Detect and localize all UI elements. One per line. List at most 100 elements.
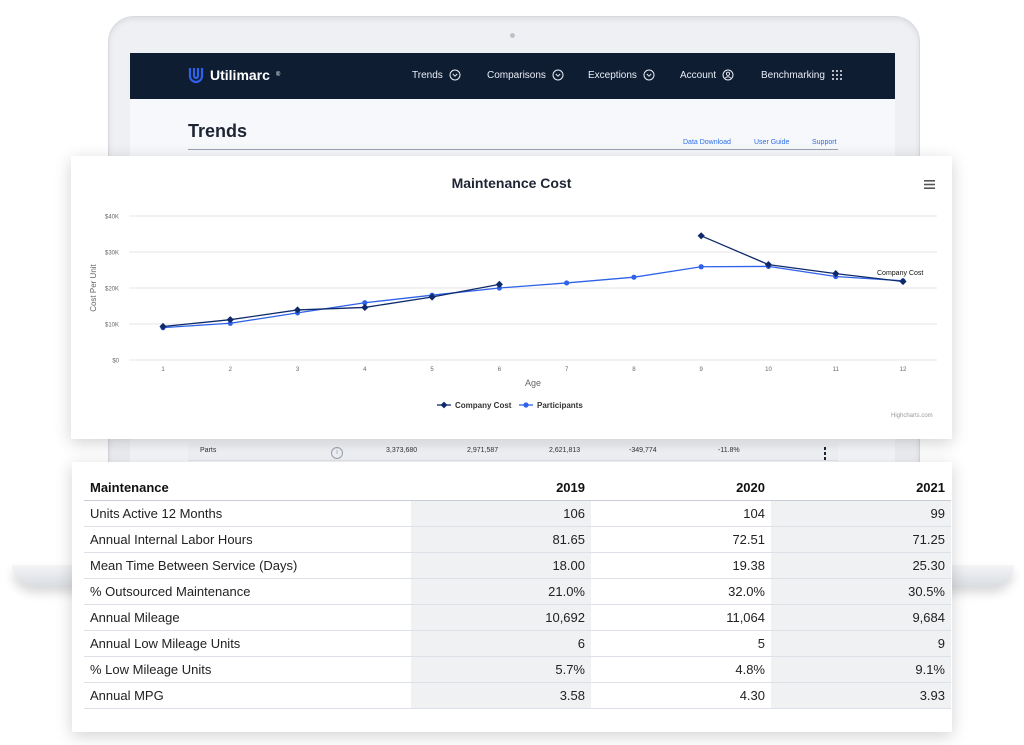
value-cell: 32.0% [591,578,771,605]
data-point [226,316,234,324]
y-tick-label: $20K [105,287,119,293]
value-cell: 3.58 [411,682,591,709]
utilimarc-logo-icon [188,68,204,84]
table-row: % Outsourced Maintenance 21.0% 32.0% 30.5% [84,578,951,605]
nav-benchmarking[interactable]: Benchmarking [761,69,843,81]
nav-benchmarking-label: Benchmarking [761,69,825,81]
x-tick-label: 11 [833,367,840,373]
data-point [631,274,637,280]
value-cell: 25.30 [771,552,951,579]
info-icon[interactable]: i [331,447,343,459]
x-tick-label: 2 [229,367,233,373]
value-cell: 6 [411,630,591,657]
value-cell: 5.7% [411,656,591,683]
chevron-down-circle-icon [643,69,655,81]
value-cell: 10,692 [411,604,591,631]
maintenance-table: Maintenance 2019 2020 2021 Units Active … [84,475,951,709]
row-cell: 2,971,587 [467,447,499,454]
value-cell: 9,684 [771,604,951,631]
row-label-cell: Annual Internal Labor Hours [84,526,411,553]
value-cell: 30.5% [771,578,951,605]
x-tick-label: 9 [700,367,704,373]
chart-title: Maintenance Cost [451,175,572,191]
value-cell: 104 [591,500,771,527]
row-label-cell: Mean Time Between Service (Days) [84,552,411,579]
value-cell: 18.00 [411,552,591,579]
value-cell: 5 [591,630,771,657]
brand-registered-mark: ® [275,72,281,78]
legend-marker-company-cost [440,401,448,409]
maintenance-table-card: Maintenance 2019 2020 2021 Units Active … [72,462,952,732]
series-line-company-cost [700,235,904,283]
chevron-down-circle-icon [449,69,461,81]
data-point [362,300,368,306]
data-point [698,264,704,270]
nav-account-label: Account [680,69,717,81]
maintenance-cost-chart: $0 $10K $20K $30K $40K 1 2 3 4 5 6 7 8 9 10 11 12 Age Cost… [71,156,952,439]
nav-comparisons[interactable]: Comparisons [487,69,564,81]
series-line-company-cost [162,283,500,328]
row-label: Parts [200,447,217,454]
row-label-cell: % Low Mileage Units [84,656,411,683]
x-tick-label: 10 [765,367,772,373]
value-cell: 19.38 [591,552,771,579]
value-cell: 4.8% [591,656,771,683]
y-tick-label: $0 [112,359,119,365]
nav-account[interactable]: Account [680,69,734,81]
table-row: Annual Low Mileage Units 6 5 9 [84,630,951,657]
x-tick-label: 12 [900,367,907,373]
table-row: Annual Mileage 10,692 11,064 9,684 [84,604,951,631]
brand-logo[interactable]: Utilimarc ® [188,66,280,84]
user-guide-link[interactable]: User Guide [754,139,790,146]
legend-item-company-cost: Company Cost [455,401,512,410]
x-tick-label: 3 [296,367,300,373]
nav-comparisons-label: Comparisons [487,69,546,81]
data-point [361,303,369,312]
column-header: Maintenance [84,475,411,501]
data-download-link[interactable]: Data Download [683,139,731,146]
data-point [495,280,503,288]
x-tick-label: 5 [430,367,434,373]
value-cell: 99 [771,500,951,527]
row-cell: 3,373,680 [386,447,418,454]
chevron-down-circle-icon [552,69,564,81]
row-label-cell: Units Active 12 Months [84,500,411,527]
table-body: Units Active 12 Months 106 104 99 Annual Int… [84,500,951,709]
table-row: Mean Time Between Service (Days) 18.00 19.… [84,552,951,579]
support-link[interactable]: Support [812,139,837,146]
table-row: Units Active 12 Months 106 104 99 [84,500,951,527]
data-point [564,280,570,286]
x-tick-label: 4 [363,367,367,373]
legend-item-participants: Participants [537,401,583,410]
hamburger-menu-icon[interactable] [924,180,935,189]
x-tick-label: 6 [498,367,502,373]
dashed-marker [824,447,826,469]
row-cell: -11.8% [718,447,740,454]
camera-dot [510,33,515,38]
value-cell: 11,064 [591,604,771,631]
row-cell: 2,621,813 [549,447,581,454]
value-cell: 106 [411,500,591,527]
row-label-cell: Annual Low Mileage Units [84,630,411,657]
legend-marker-participants [523,402,529,408]
background-table-row: Parts i 3,373,680 2,971,587 2,621,813 -3… [188,442,838,469]
nav-exceptions-label: Exceptions [588,69,637,81]
chart-credit[interactable]: Highcharts.com [891,413,933,419]
y-tick-label: $30K [105,251,119,257]
y-tick-label: $10K [105,323,119,329]
y-axis-label: Cost Per Unit [89,263,98,311]
nav-exceptions[interactable]: Exceptions [588,69,655,81]
x-axis-label: Age [525,378,541,388]
navbar: Utilimarc ® Trends Comparisons Exceptions… [130,53,895,99]
value-cell: 71.25 [771,526,951,553]
grid-dots-icon [831,70,842,80]
column-header: 2021 [771,475,951,501]
series-annotation: Company Cost [877,270,923,277]
page-title: Trends [188,121,248,141]
value-cell: 81.65 [411,526,591,553]
y-tick-label: $40K [105,215,119,221]
column-header: 2020 [591,475,771,501]
row-label-cell: Annual MPG [84,682,411,709]
nav-trends[interactable]: Trends [412,69,461,81]
